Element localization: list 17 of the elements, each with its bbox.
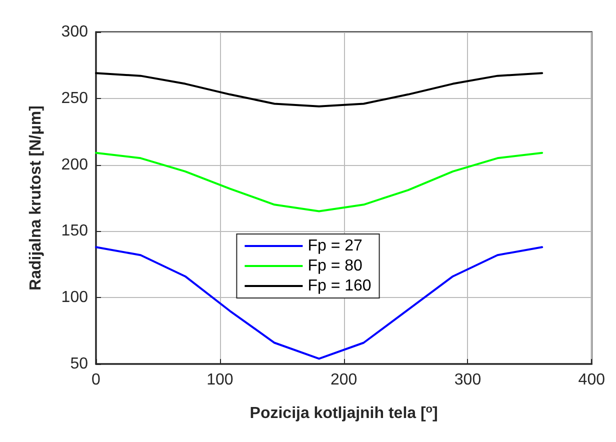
y-tick-label: 50: [70, 356, 88, 372]
y-tick-label: 250: [61, 90, 88, 107]
x-tick-label: 100: [206, 372, 234, 388]
x-tick-label: 300: [454, 372, 482, 388]
y-tick-label: 300: [61, 24, 88, 40]
y-axis-title: Radijalna krutost [N/μm]: [28, 106, 44, 290]
legend-label: Fp = 27: [308, 238, 363, 254]
line-series: [95, 152, 544, 212]
y-tick-label: 200: [61, 156, 88, 174]
y-tick-label: 100: [61, 289, 88, 306]
line-series: [95, 72, 544, 108]
x-tick-label: 200: [330, 372, 358, 388]
x-tick-label: 400: [578, 372, 606, 388]
legend-label: Fp = 160: [308, 278, 372, 294]
x-tick-label: 0: [92, 372, 101, 388]
y-tick-label: 150: [61, 222, 88, 240]
legend-label: Fp = 80: [308, 258, 363, 274]
